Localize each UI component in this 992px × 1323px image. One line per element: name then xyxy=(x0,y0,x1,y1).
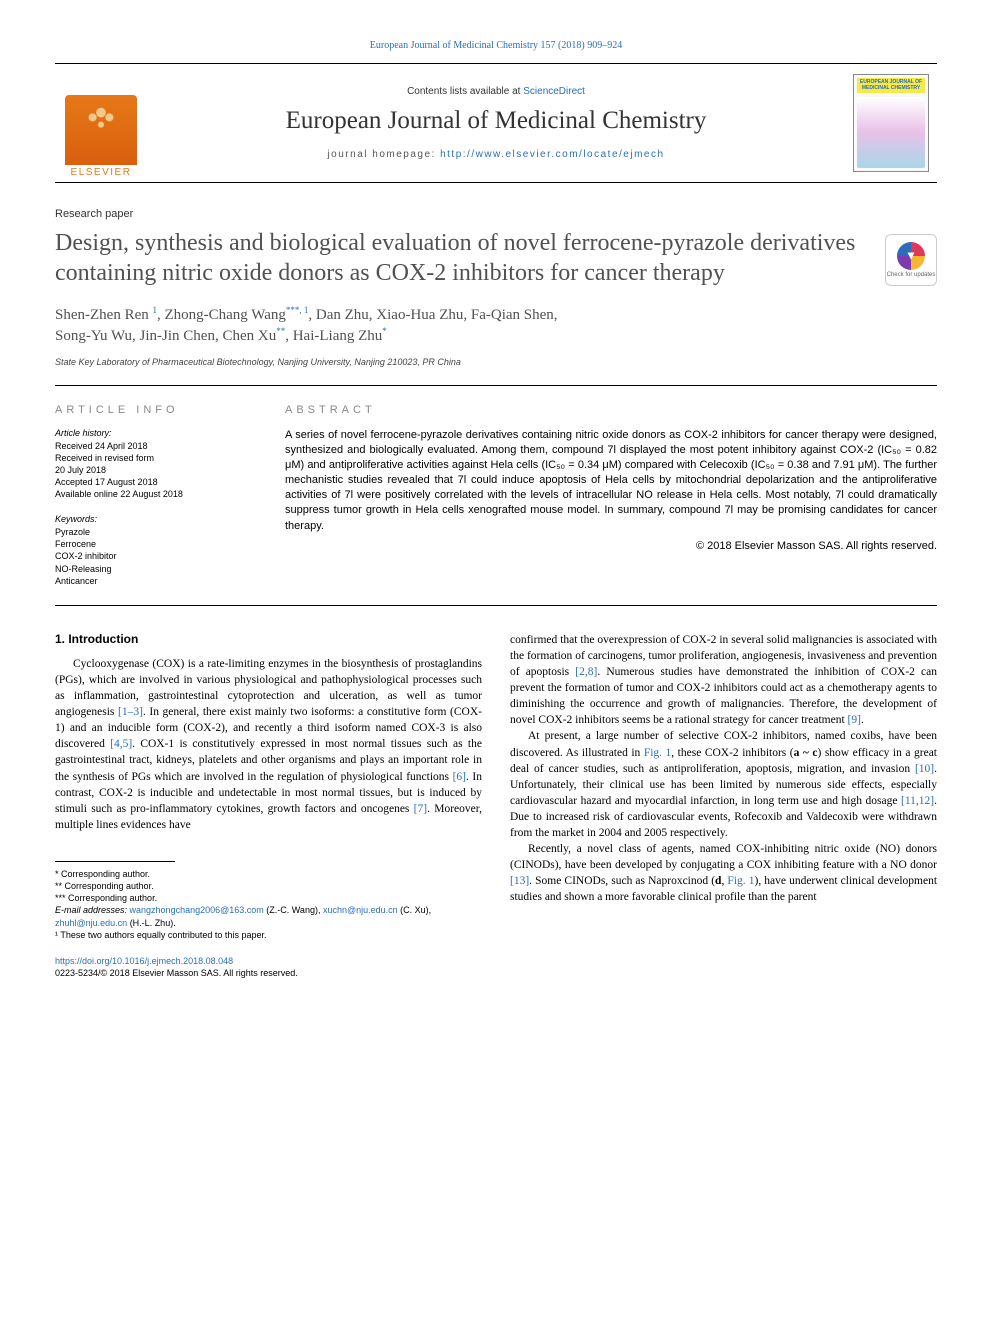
ref-link[interactable]: [4,5] xyxy=(110,738,132,750)
footnote-emails: E-mail addresses: wangzhongchang2006@163… xyxy=(55,904,482,928)
text-run: . Some CINODs, such as Naproxcinod ( xyxy=(529,875,715,887)
email-link[interactable]: xuchn@nju.edu.cn xyxy=(323,905,398,915)
abstract-text: A series of novel ferrocene-pyrazole der… xyxy=(285,428,937,534)
journal-banner: ELSEVIER Contents lists available at Sci… xyxy=(55,63,937,183)
author-sup[interactable]: ***, 1 xyxy=(286,305,309,315)
section-heading-intro: 1. Introduction xyxy=(55,632,482,646)
author-sup[interactable]: ** xyxy=(276,326,285,336)
body-paragraph: confirmed that the overexpression of COX… xyxy=(510,632,937,729)
footnote-rule xyxy=(55,861,175,862)
text-bold: a ~ c xyxy=(794,747,818,759)
ref-link[interactable]: [6] xyxy=(453,771,466,783)
divider xyxy=(55,605,937,606)
ref-link[interactable]: [7] xyxy=(414,803,427,815)
crossmark-label: Check for updates xyxy=(887,272,936,278)
elsevier-tree-icon xyxy=(65,95,137,165)
author-sup[interactable]: * xyxy=(382,326,387,336)
body-columns: 1. Introduction Cyclooxygenase (COX) is … xyxy=(55,632,937,979)
issn-copyright: 0223-5234/© 2018 Elsevier Masson SAS. Al… xyxy=(55,968,298,978)
email-who: (C. Xu), xyxy=(398,905,432,915)
keyword: Ferrocene xyxy=(55,538,255,550)
contents-line: Contents lists available at ScienceDirec… xyxy=(407,86,585,97)
email-label: E-mail addresses: xyxy=(55,905,130,915)
cover-art xyxy=(857,97,925,168)
footnote: * Corresponding author. xyxy=(55,868,482,880)
contents-prefix: Contents lists available at xyxy=(407,86,523,97)
author-seg: , Zhong-Chang Wang xyxy=(157,307,286,323)
history-revised-a: Received in revised form xyxy=(55,452,255,464)
footnote: ** Corresponding author. xyxy=(55,880,482,892)
text-run: Recently, a novel class of agents, named… xyxy=(510,843,937,871)
email-who: (Z.-C. Wang), xyxy=(264,905,323,915)
history-received: Received 24 April 2018 xyxy=(55,440,255,452)
history-revised-b: 20 July 2018 xyxy=(55,464,255,476)
keyword: Pyrazole xyxy=(55,526,255,538)
article-type: Research paper xyxy=(55,208,937,220)
abstract: ABSTRACT A series of novel ferrocene-pyr… xyxy=(285,404,937,587)
ref-link[interactable]: [2,8] xyxy=(575,666,597,678)
keyword: Anticancer xyxy=(55,575,255,587)
affiliation: State Key Laboratory of Pharmaceutical B… xyxy=(55,357,937,367)
history-label: Article history: xyxy=(55,428,255,438)
article-info: ARTICLE INFO Article history: Received 2… xyxy=(55,404,255,587)
email-link[interactable]: zhuhl@nju.edu.cn xyxy=(55,918,127,928)
journal-cover-box: EUROPEAN JOURNAL OF MEDICINAL CHEMISTRY xyxy=(845,64,937,182)
homepage-link[interactable]: http://www.elsevier.com/locate/ejmech xyxy=(440,149,664,160)
body-paragraph: Recently, a novel class of agents, named… xyxy=(510,841,937,905)
ref-link[interactable]: [9] xyxy=(848,714,861,726)
body-paragraph: At present, a large number of selective … xyxy=(510,728,937,841)
abstract-heading: ABSTRACT xyxy=(285,404,937,416)
author-seg: , Dan Zhu, Xiao-Hua Zhu, Fa-Qian Shen, xyxy=(308,307,557,323)
top-citation-link[interactable]: European Journal of Medicinal Chemistry … xyxy=(370,40,622,51)
intro-paragraph: Cyclooxygenase (COX) is a rate-limiting … xyxy=(55,656,482,833)
footnote-equal-contrib: ¹ These two authors equally contributed … xyxy=(55,929,482,941)
homepage-prefix: journal homepage: xyxy=(327,149,440,160)
text-run: . xyxy=(861,714,864,726)
history-accepted: Accepted 17 August 2018 xyxy=(55,476,255,488)
publisher-name: ELSEVIER xyxy=(71,167,132,178)
email-link[interactable]: wangzhongchang2006@163.com xyxy=(130,905,264,915)
article-title: Design, synthesis and biological evaluat… xyxy=(55,228,865,288)
ref-link[interactable]: [1–3] xyxy=(118,706,143,718)
author-seg: , Hai-Liang Zhu xyxy=(285,328,382,344)
text-run: , these COX-2 inhibitors ( xyxy=(671,747,793,759)
ref-link[interactable]: [11,12] xyxy=(901,795,934,807)
doi-link[interactable]: https://doi.org/10.1016/j.ejmech.2018.08… xyxy=(55,956,233,966)
banner-center: Contents lists available at ScienceDirec… xyxy=(147,64,845,182)
fig-link[interactable]: Fig. 1 xyxy=(727,875,754,887)
crossmark-badge[interactable]: Check for updates xyxy=(885,234,937,286)
crossmark-icon xyxy=(897,242,925,270)
ref-link[interactable]: [10] xyxy=(915,763,934,775)
abstract-copyright: © 2018 Elsevier Masson SAS. All rights r… xyxy=(285,540,937,552)
keyword: COX-2 inhibitor xyxy=(55,550,255,562)
sciencedirect-link[interactable]: ScienceDirect xyxy=(523,86,585,97)
footnote: *** Corresponding author. xyxy=(55,892,482,904)
divider xyxy=(55,385,937,386)
cover-title: EUROPEAN JOURNAL OF MEDICINAL CHEMISTRY xyxy=(857,78,925,93)
author-seg: Song-Yu Wu, Jin-Jin Chen, Chen Xu xyxy=(55,328,276,344)
article-info-heading: ARTICLE INFO xyxy=(55,404,255,416)
keyword: NO-Releasing xyxy=(55,563,255,575)
keywords-label: Keywords: xyxy=(55,514,255,524)
journal-name: European Journal of Medicinal Chemistry xyxy=(286,107,707,135)
authors: Shen-Zhen Ren 1, Zhong-Chang Wang***, 1,… xyxy=(55,304,937,347)
left-column: 1. Introduction Cyclooxygenase (COX) is … xyxy=(55,632,482,979)
history-online: Available online 22 August 2018 xyxy=(55,488,255,500)
elsevier-logo[interactable]: ELSEVIER xyxy=(65,95,137,178)
journal-cover-thumbnail[interactable]: EUROPEAN JOURNAL OF MEDICINAL CHEMISTRY xyxy=(853,74,929,172)
doi-block: https://doi.org/10.1016/j.ejmech.2018.08… xyxy=(55,955,482,979)
footnotes: * Corresponding author. ** Corresponding… xyxy=(55,868,482,941)
publisher-logo-box: ELSEVIER xyxy=(55,64,147,182)
email-who: (H.-L. Zhu). xyxy=(127,918,176,928)
right-column: confirmed that the overexpression of COX… xyxy=(510,632,937,979)
author-seg: Shen-Zhen Ren xyxy=(55,307,152,323)
homepage-line: journal homepage: http://www.elsevier.co… xyxy=(327,149,664,160)
fig-link[interactable]: Fig. 1 xyxy=(644,747,671,759)
top-citation: European Journal of Medicinal Chemistry … xyxy=(55,40,937,51)
ref-link[interactable]: [13] xyxy=(510,875,529,887)
